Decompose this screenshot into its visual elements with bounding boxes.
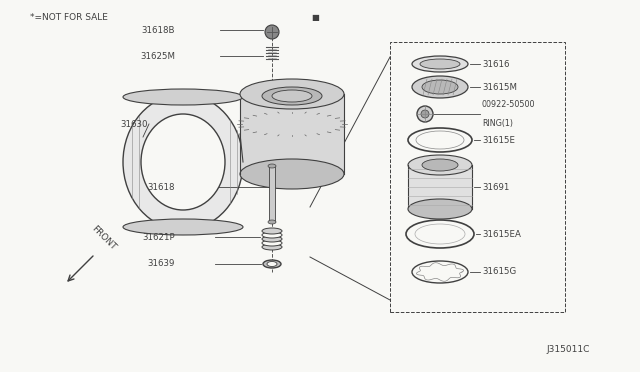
Ellipse shape — [262, 87, 322, 105]
Text: 31639: 31639 — [148, 260, 175, 269]
Ellipse shape — [422, 80, 458, 94]
Ellipse shape — [262, 236, 282, 242]
Text: FRONT: FRONT — [90, 224, 118, 252]
Bar — [240, 94, 344, 174]
Text: 31625M: 31625M — [140, 51, 175, 61]
Ellipse shape — [123, 89, 243, 105]
Text: 31615M: 31615M — [482, 83, 517, 92]
Ellipse shape — [422, 159, 458, 171]
Text: 00922-50500: 00922-50500 — [482, 100, 536, 109]
Text: *=NOT FOR SALE: *=NOT FOR SALE — [30, 13, 108, 22]
Ellipse shape — [420, 59, 460, 69]
Bar — [390, 42, 565, 312]
Ellipse shape — [267, 262, 277, 266]
Ellipse shape — [412, 56, 468, 72]
Ellipse shape — [262, 240, 282, 246]
Ellipse shape — [268, 220, 276, 224]
Text: 31618: 31618 — [147, 183, 175, 192]
Text: 31630: 31630 — [120, 119, 148, 128]
Circle shape — [421, 110, 429, 118]
Text: 31615E: 31615E — [482, 135, 515, 144]
Text: 31615EA: 31615EA — [482, 230, 521, 238]
Text: 31621P: 31621P — [142, 232, 175, 241]
Ellipse shape — [268, 164, 276, 168]
Ellipse shape — [412, 76, 468, 98]
Ellipse shape — [262, 232, 282, 238]
Text: RING(1): RING(1) — [482, 119, 513, 128]
Ellipse shape — [262, 244, 282, 250]
Ellipse shape — [123, 219, 243, 235]
Ellipse shape — [141, 114, 225, 210]
Text: 31615G: 31615G — [482, 267, 516, 276]
Ellipse shape — [408, 199, 472, 219]
Ellipse shape — [408, 155, 472, 175]
Text: ■: ■ — [311, 13, 319, 22]
Ellipse shape — [263, 260, 281, 268]
Ellipse shape — [123, 94, 243, 230]
Ellipse shape — [240, 159, 344, 189]
Text: J315011C: J315011C — [547, 345, 590, 354]
Circle shape — [417, 106, 433, 122]
Ellipse shape — [272, 90, 312, 102]
Text: 31691: 31691 — [482, 183, 509, 192]
Text: 31618B: 31618B — [141, 26, 175, 35]
Text: 31616: 31616 — [482, 60, 509, 68]
Circle shape — [265, 25, 279, 39]
Ellipse shape — [240, 79, 344, 109]
Bar — [269, 166, 275, 222]
Bar — [408, 165, 472, 209]
Ellipse shape — [262, 228, 282, 234]
